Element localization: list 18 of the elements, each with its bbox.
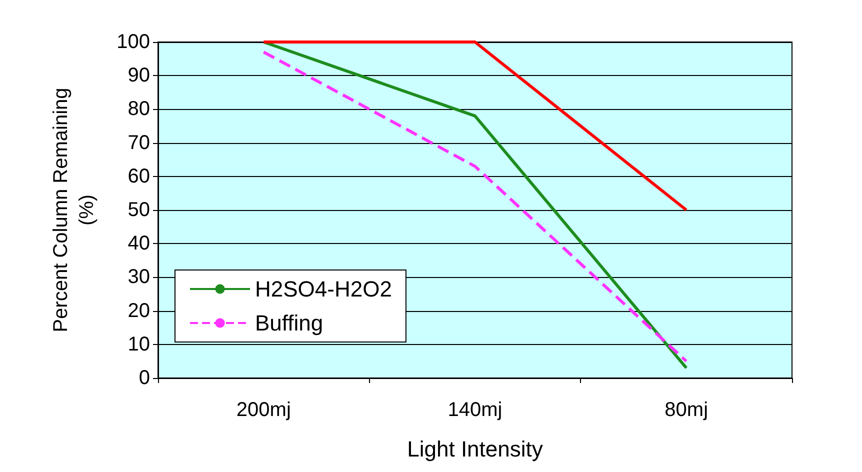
y-tick-label: 0: [138, 367, 150, 389]
x-axis-title: Light Intensity: [407, 436, 543, 462]
y-tick-label: 90: [128, 64, 150, 87]
y-tick-label: 80: [128, 98, 150, 120]
y-axis-title: Percent Column Remaining (%): [50, 88, 98, 332]
x-tick-label: 140mj: [448, 399, 502, 421]
legend-label: H2SO4-H2O2: [255, 276, 392, 302]
y-tick-label: 40: [128, 232, 150, 255]
y-tick-label: 60: [128, 165, 150, 188]
x-tick-label: 200mj: [236, 399, 291, 421]
y-tick-label: 10: [128, 333, 150, 356]
x-tick-label: 80mj: [664, 399, 708, 421]
y-tick-label: 50: [128, 199, 150, 221]
y-tick-label: 100: [116, 31, 150, 53]
y-tick-label: 30: [128, 266, 150, 288]
y-tick-label: 70: [128, 132, 150, 154]
legend-label: Buffing: [255, 310, 324, 336]
y-tick-label: 20: [128, 300, 150, 322]
